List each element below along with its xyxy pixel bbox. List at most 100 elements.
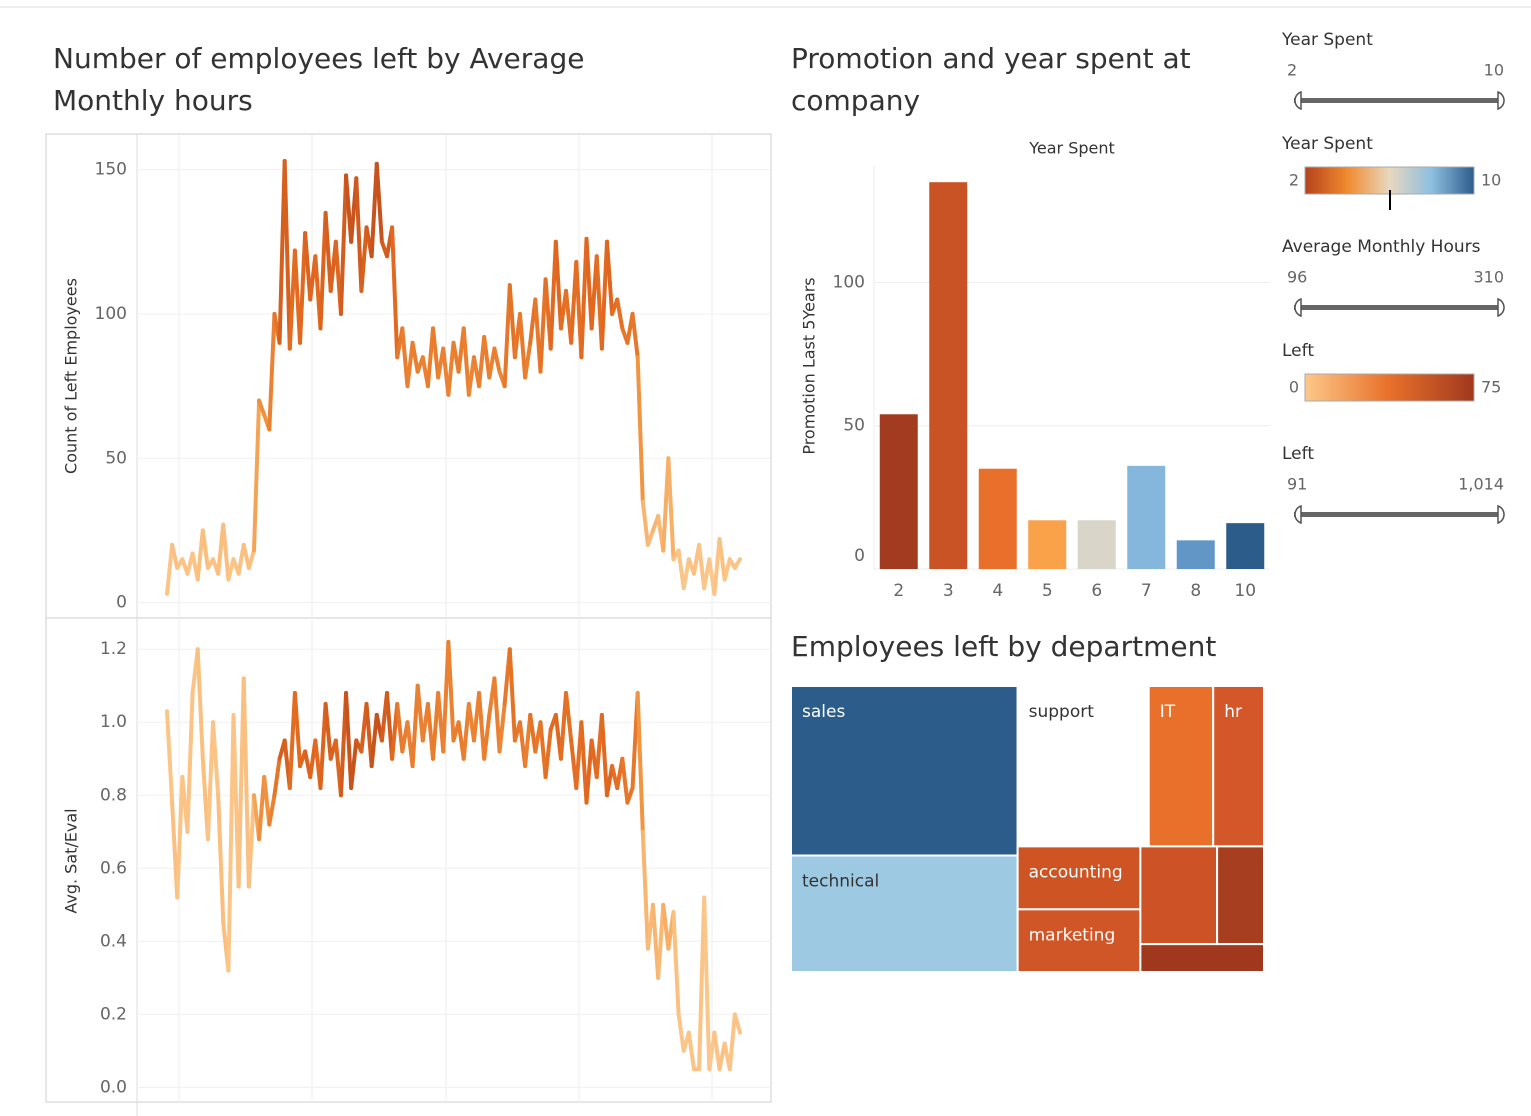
y-tick-label: 150 xyxy=(95,160,127,180)
filter-title: Year Spent xyxy=(1281,134,1373,154)
line-segment xyxy=(200,528,210,570)
line-segment xyxy=(717,537,727,582)
treemap-label: IT xyxy=(1160,702,1176,722)
line-segment xyxy=(272,756,282,798)
treemap-label: support xyxy=(1029,702,1095,722)
line-segment xyxy=(518,311,528,380)
bar xyxy=(1176,540,1215,569)
slider-handle[interactable] xyxy=(1497,504,1505,525)
y-tick-label: 100 xyxy=(95,304,127,324)
bar xyxy=(1127,465,1166,569)
line-segment xyxy=(226,712,236,973)
line-segment xyxy=(282,158,292,351)
filter-title: Left xyxy=(1282,341,1314,361)
line-segment xyxy=(446,340,456,397)
bar xyxy=(978,468,1017,569)
slider-max: 1,014 xyxy=(1458,475,1504,494)
line-segment xyxy=(666,456,676,562)
line-segment xyxy=(318,210,328,331)
line-segment xyxy=(303,231,313,302)
line-segment xyxy=(267,311,277,432)
line-segment xyxy=(195,647,205,761)
legend-max: 75 xyxy=(1481,378,1501,397)
treemap-cell xyxy=(790,685,1019,857)
y-tick-label: 50 xyxy=(105,448,127,468)
y-tick-label: 0.4 xyxy=(100,931,127,951)
line-segment xyxy=(507,647,517,743)
line-segment xyxy=(604,239,615,316)
x-tick-label: 2 xyxy=(893,581,904,601)
treemap-cell xyxy=(1016,908,1142,974)
slider-handle[interactable] xyxy=(1294,297,1302,318)
line-segment xyxy=(630,311,640,360)
filter-title: Year Spent xyxy=(1281,30,1373,50)
color-legend xyxy=(1304,166,1475,195)
line-segment xyxy=(625,785,635,805)
treemap-label: marketing xyxy=(1029,925,1116,945)
slider-handle[interactable] xyxy=(1294,90,1302,111)
bar xyxy=(1226,523,1265,569)
line-segment xyxy=(374,161,384,244)
line-segment xyxy=(246,548,256,570)
line-segment xyxy=(185,691,195,834)
line-segment xyxy=(257,398,267,417)
slider-track xyxy=(1294,98,1500,103)
x-tick-label: 3 xyxy=(943,581,954,601)
treemap-cell xyxy=(1139,943,1265,973)
treemap-cell xyxy=(1216,845,1266,946)
filter-title: Average Monthly Hours xyxy=(1282,237,1481,257)
line-segment xyxy=(615,297,625,331)
treemap-label: accounting xyxy=(1029,862,1123,882)
bar xyxy=(1028,520,1067,569)
slider-handle[interactable] xyxy=(1294,504,1302,525)
line-segment xyxy=(241,676,251,889)
line-segment xyxy=(492,346,502,374)
treemap-label: sales xyxy=(802,702,845,722)
line-segment xyxy=(251,398,262,553)
legend-min: 0 xyxy=(1289,378,1299,397)
line-segment xyxy=(323,210,333,293)
line-segment xyxy=(727,1012,737,1072)
line-segment xyxy=(523,712,533,769)
slider-handle[interactable] xyxy=(1497,297,1505,318)
line-segment xyxy=(354,176,364,293)
line-segment xyxy=(298,231,308,345)
line-segment xyxy=(410,340,420,374)
slider-min: 96 xyxy=(1287,268,1307,287)
slider-track xyxy=(1294,512,1500,517)
line-segment xyxy=(712,1030,722,1072)
line-segment xyxy=(359,225,369,293)
x-axis-title: Year Spent xyxy=(1028,139,1115,158)
y-tick-label: 0.2 xyxy=(100,1004,127,1024)
x-tick-label: 6 xyxy=(1091,581,1102,601)
line-segment xyxy=(262,775,272,827)
y-tick-label: 1.2 xyxy=(100,639,127,659)
line-segment xyxy=(697,542,707,591)
line-segment xyxy=(507,283,517,360)
line-segment xyxy=(477,691,487,761)
line-segment xyxy=(732,1012,742,1035)
filter-title: Left xyxy=(1282,444,1314,464)
slider-handle[interactable] xyxy=(1497,90,1505,111)
slider-min: 91 xyxy=(1287,475,1307,494)
line-segment xyxy=(686,1030,696,1072)
line-segment xyxy=(344,691,354,790)
line-segment xyxy=(635,691,645,834)
line-segment xyxy=(640,829,650,951)
line-segment xyxy=(165,542,175,596)
y-tick-label: 0 xyxy=(116,593,127,613)
line-segment xyxy=(599,712,609,798)
treemap-label: hr xyxy=(1224,702,1242,722)
line-segment xyxy=(671,910,681,1017)
line-segment xyxy=(620,756,630,805)
line-segment xyxy=(410,683,420,769)
line-segment xyxy=(165,709,175,805)
treemap-cell xyxy=(1016,845,1142,911)
y-axis-label: Promotion Last 5Years xyxy=(800,277,819,454)
line-segment xyxy=(405,340,415,389)
line-segment xyxy=(635,355,645,504)
line-segment xyxy=(543,727,553,780)
line-segment xyxy=(584,738,594,805)
line-segment xyxy=(338,173,349,316)
